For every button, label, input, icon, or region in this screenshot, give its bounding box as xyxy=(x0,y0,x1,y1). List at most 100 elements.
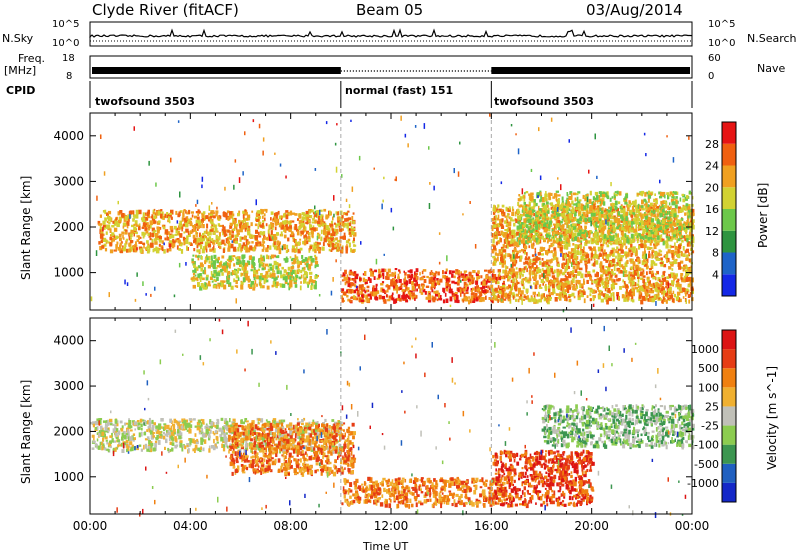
power-cell xyxy=(606,244,610,248)
power-cell xyxy=(601,279,604,284)
power-cell xyxy=(220,264,223,267)
power-cell xyxy=(538,236,542,239)
power-cell xyxy=(348,242,351,248)
power-cell xyxy=(668,298,671,301)
power-cell xyxy=(604,280,607,283)
power-cell xyxy=(514,247,516,250)
power-cell xyxy=(298,276,302,280)
power-cell xyxy=(623,267,626,273)
power-cell xyxy=(691,290,694,294)
power-cell xyxy=(408,279,412,284)
power-cell xyxy=(542,227,545,230)
power-cell xyxy=(380,282,384,286)
power-cell xyxy=(476,285,479,289)
power-cell xyxy=(600,298,604,303)
power-cell xyxy=(590,240,594,245)
power-cell xyxy=(164,213,167,218)
power-cell xyxy=(545,260,549,265)
power-cell xyxy=(493,291,496,295)
power-cell xyxy=(434,282,437,286)
power-cell xyxy=(508,253,511,257)
power-cell xyxy=(657,291,660,296)
power-cell xyxy=(460,273,464,276)
power-cell xyxy=(607,266,610,272)
power-cell xyxy=(275,262,279,265)
power-cell xyxy=(159,236,162,240)
power-cell xyxy=(610,212,614,215)
power-cell xyxy=(632,299,635,303)
power-cell xyxy=(600,248,604,252)
power-cell xyxy=(548,288,551,293)
power-cell xyxy=(509,299,512,304)
power-cell xyxy=(235,223,239,227)
power-cell xyxy=(543,222,547,227)
power-cell xyxy=(273,236,278,240)
power-cell xyxy=(648,289,652,294)
power-cell xyxy=(538,298,542,303)
power-cell xyxy=(525,204,528,207)
power-cell xyxy=(239,227,243,233)
power-cell xyxy=(614,263,618,267)
power-cell xyxy=(146,225,150,228)
power-cell xyxy=(518,267,522,273)
power-cell xyxy=(630,213,634,218)
power-cell xyxy=(270,230,273,235)
power-cell xyxy=(679,197,682,202)
power-cell xyxy=(327,230,331,233)
power-cell xyxy=(552,288,555,292)
power-cell xyxy=(435,290,439,294)
power-cell xyxy=(194,241,198,245)
power-cell xyxy=(576,196,579,202)
power-cell xyxy=(664,292,669,297)
power-cell xyxy=(351,249,355,253)
power-cell xyxy=(207,264,211,269)
power-cell xyxy=(638,226,640,231)
power-cell xyxy=(418,283,421,289)
power-cell xyxy=(315,227,318,231)
power-cell xyxy=(317,221,320,224)
power-cell xyxy=(339,221,342,224)
power-cell xyxy=(502,280,505,283)
power-cell xyxy=(253,273,257,278)
power-cell xyxy=(631,287,635,291)
power-cell xyxy=(641,199,644,205)
power-cell xyxy=(593,240,596,244)
power-cell xyxy=(533,295,536,299)
power-cell xyxy=(265,209,268,213)
power-cell xyxy=(252,256,255,261)
power-cell xyxy=(628,249,632,253)
power-cell xyxy=(622,220,625,226)
power-cell xyxy=(548,245,551,249)
power-cell xyxy=(583,258,588,261)
power-cell xyxy=(512,229,516,235)
power-cell xyxy=(650,247,653,249)
power-cell xyxy=(615,207,620,212)
power-cell xyxy=(532,228,535,232)
power-cell xyxy=(544,193,548,198)
power-cell xyxy=(244,273,248,278)
power-cell xyxy=(227,237,230,240)
power-cell xyxy=(588,198,592,204)
power-cell xyxy=(415,272,418,276)
power-cell xyxy=(572,203,576,206)
power-cell xyxy=(330,249,333,252)
power-cell xyxy=(659,262,663,265)
power-cell xyxy=(628,281,631,284)
power-cell xyxy=(327,227,331,232)
power-cell xyxy=(247,278,251,283)
power-cell xyxy=(496,230,499,236)
power-cell xyxy=(247,225,251,228)
power-cell xyxy=(516,209,519,212)
power-cell xyxy=(332,243,337,246)
power-cell xyxy=(467,279,471,282)
power-cell xyxy=(272,270,276,273)
power-cell xyxy=(572,270,575,273)
power-cell xyxy=(673,252,676,256)
power-cell xyxy=(279,283,281,286)
power-cell xyxy=(410,273,413,279)
power-cell xyxy=(239,268,241,271)
power-cell xyxy=(341,215,344,219)
power-cell xyxy=(341,295,343,299)
power-cell xyxy=(350,248,352,253)
power-cell xyxy=(99,223,103,226)
